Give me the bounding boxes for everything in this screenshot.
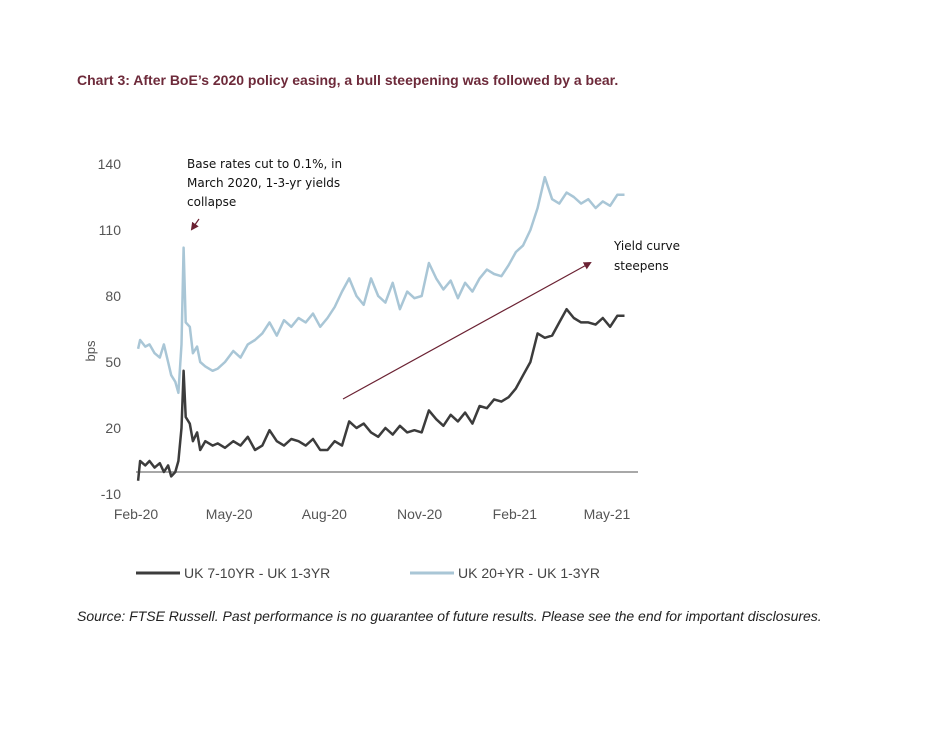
series-line-uk-7-10yr	[136, 307, 625, 481]
series-line-uk-20plus-yr	[136, 175, 625, 395]
x-tick-label: Feb-21	[493, 506, 538, 522]
y-tick-label: 20	[105, 420, 121, 436]
source-note: Source: FTSE Russell. Past performance i…	[77, 608, 822, 624]
x-tick-label: May-20	[206, 506, 253, 522]
annotation-steepens: Yield curve steepens	[613, 239, 680, 273]
y-tick-label: 50	[105, 354, 121, 370]
x-tick-label: Feb-20	[114, 506, 159, 522]
legend-label: UK 7-10YR - UK 1-3YR	[184, 565, 330, 581]
x-axis: Feb-20 May-20 Aug-20 Nov-20 Feb-21 May-21	[114, 506, 631, 522]
legend-label: UK 20+YR - UK 1-3YR	[458, 565, 600, 581]
y-axis-label: bps	[83, 340, 98, 361]
annotation-arrow-steepens	[342, 262, 592, 400]
y-axis: -10 20 50 80 110 140 bps	[83, 156, 121, 502]
y-tick-label: 110	[99, 222, 122, 238]
chart-title: Chart 3: After BoE’s 2020 policy easing,…	[77, 72, 619, 88]
y-tick-label: -10	[101, 486, 121, 502]
annotation-layer: Base rates cut to 0.1%, in March 2020, 1-…	[187, 157, 680, 400]
x-tick-label: Aug-20	[302, 506, 347, 522]
legend: UK 7-10YR - UK 1-3YR UK 20+YR - UK 1-3YR	[136, 565, 600, 581]
annotation-arrow-base-rates	[190, 218, 200, 231]
x-tick-label: Nov-20	[397, 506, 442, 522]
series-layer	[136, 175, 625, 481]
x-tick-label: May-21	[584, 506, 631, 522]
y-tick-label: 80	[105, 288, 121, 304]
y-tick-label: 140	[98, 156, 122, 172]
chart-svg: -10 20 50 80 110 140 bps Feb-20 May-20 Aug-20 Nov…	[83, 156, 680, 581]
annotation-base-rates: Base rates cut to 0.1%, in March 2020, 1-…	[187, 157, 342, 209]
